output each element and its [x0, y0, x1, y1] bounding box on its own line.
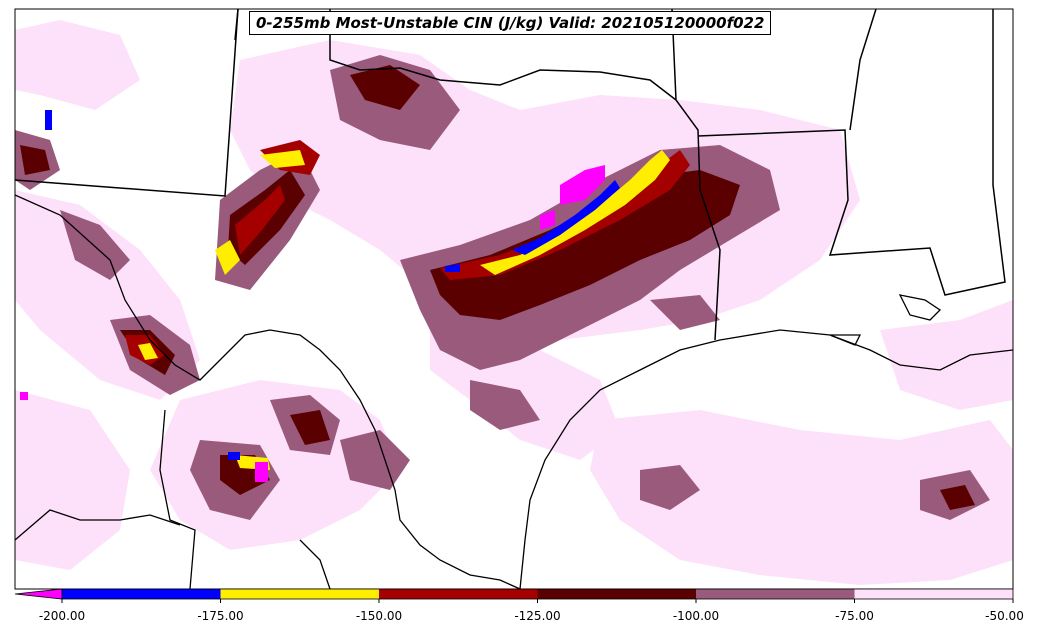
rio-grande-border [14, 194, 521, 590]
cin-field-yellow [138, 150, 670, 470]
cin-field-magenta [20, 165, 605, 482]
colorbar-bin-0 [62, 589, 221, 599]
cin-field-blue [45, 110, 620, 460]
gulf-coastline [519, 294, 1014, 590]
colorbar-extend-min [14, 588, 63, 600]
map-title: 0-255mb Most-Unstable CIN (J/kg) Valid: … [249, 11, 772, 35]
colorbar-bin-3 [537, 589, 696, 599]
colorbar-tick-label: -100.00 [672, 609, 720, 623]
colorbar-bin-5 [854, 589, 1013, 599]
colorbar-tick-label: -175.00 [197, 609, 244, 623]
colorbar-tick-label: -200.00 [38, 609, 86, 623]
colorbar-tick-label: -125.00 [514, 609, 561, 623]
colorbar-bin-1 [220, 589, 379, 599]
colorbar-bin-2 [379, 589, 538, 599]
colorbar [14, 588, 1014, 603]
colorbar-tick-label: -75.00 [835, 609, 874, 623]
colorbar-tick-label: -50.00 [985, 609, 1024, 623]
state-boundaries [14, 8, 1006, 341]
colorbar-bin-4 [696, 589, 855, 599]
colorbar-tick-label: -150.00 [355, 609, 403, 623]
